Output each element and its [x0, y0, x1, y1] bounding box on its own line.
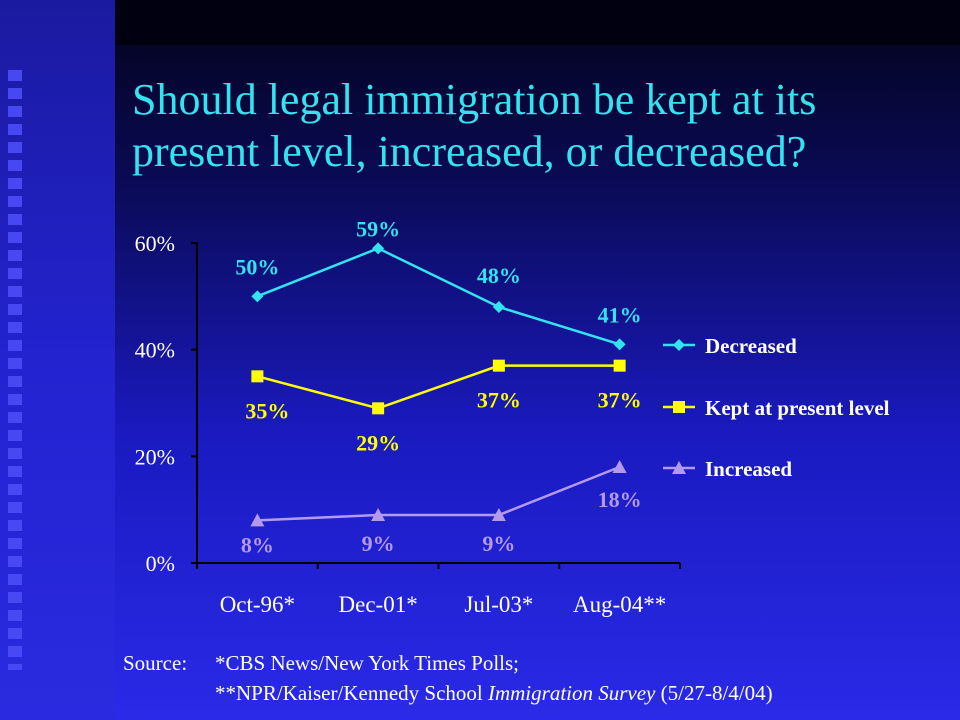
- y-tick-label: 40%: [135, 338, 175, 363]
- top-band: [115, 0, 960, 45]
- legend-marker: [672, 461, 686, 474]
- data-point: [251, 290, 264, 303]
- data-point: [372, 402, 385, 415]
- x-tick-label: Aug-04**: [573, 592, 666, 617]
- data-point: [251, 370, 264, 383]
- data-point: [492, 359, 505, 372]
- data-point: [371, 508, 386, 521]
- source-line-2: **NPR/Kaiser/Kennedy School Immigration …: [123, 678, 773, 708]
- legend-entry: Decreased: [705, 334, 797, 358]
- x-tick-label: Oct-96*: [220, 592, 295, 617]
- title-line-2: present level, increased, or decreased?: [132, 127, 807, 176]
- data-label: 50%: [235, 254, 279, 279]
- legend-marker: [673, 339, 685, 351]
- source-line-2-post: (5/27-8/4/04): [655, 681, 773, 705]
- series-line: [256, 246, 620, 346]
- source-line-1: *CBS News/New York Times Polls;: [215, 651, 520, 675]
- data-label: 41%: [598, 302, 642, 327]
- data-point: [613, 338, 626, 351]
- series-line: [257, 465, 621, 522]
- source-line-2-italic: Immigration Survey: [487, 681, 656, 705]
- x-tick-label: Jul-03*: [464, 592, 533, 617]
- data-label: 37%: [598, 388, 642, 413]
- source-line-2-pre: **NPR/Kaiser/Kennedy School: [215, 681, 488, 705]
- data-label: 18%: [598, 487, 642, 512]
- data-label: 8%: [241, 532, 274, 557]
- data-label: 9%: [482, 531, 515, 556]
- data-point: [492, 301, 505, 313]
- data-label: 35%: [245, 398, 289, 423]
- data-label: 9%: [362, 531, 395, 556]
- series-line: [257, 364, 620, 410]
- data-point: [491, 508, 506, 521]
- decorative-squares: [8, 70, 22, 670]
- y-tick-label: 60%: [135, 231, 175, 256]
- source-note: Source: *CBS News/New York Times Polls; …: [123, 648, 773, 708]
- data-label: 29%: [356, 430, 400, 455]
- legend-entry: Kept at present level: [705, 396, 890, 420]
- y-tick-label: 0%: [146, 551, 175, 576]
- data-point: [612, 460, 627, 473]
- data-point: [250, 513, 265, 527]
- title-line-1: Should legal immigration be kept at its: [132, 75, 817, 124]
- source-label: Source:: [123, 651, 188, 675]
- legend-marker: [673, 401, 685, 413]
- data-label: 59%: [356, 216, 400, 241]
- x-tick-label: Dec-01*: [339, 592, 418, 617]
- slide-title: Should legal immigration be kept at its …: [132, 74, 932, 178]
- y-tick-label: 20%: [135, 444, 175, 469]
- legend-entry: Increased: [705, 457, 792, 481]
- data-label: 48%: [477, 263, 521, 288]
- data-point: [372, 242, 385, 255]
- data-label: 37%: [477, 388, 521, 413]
- data-point: [613, 359, 626, 372]
